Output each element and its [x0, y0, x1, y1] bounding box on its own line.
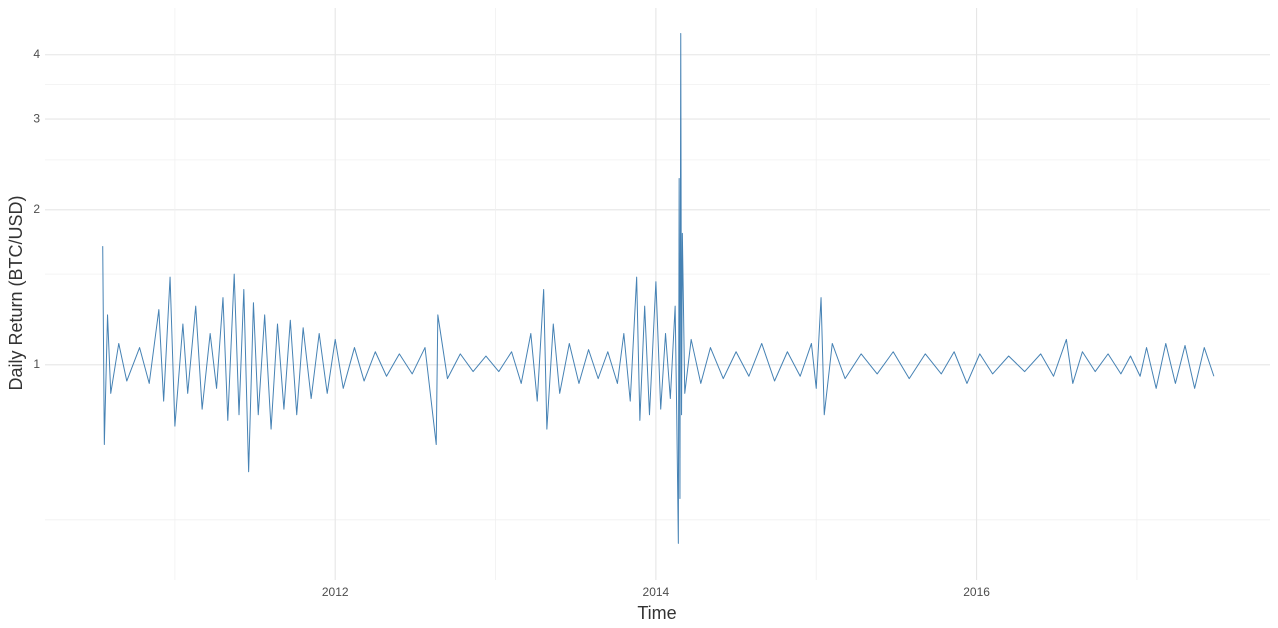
x-tick-label: 2014 [643, 585, 670, 599]
y-axis-title: Daily Return (BTC/USD) [6, 195, 26, 390]
y-tick-label: 2 [33, 202, 40, 216]
x-axis-title: Time [637, 603, 676, 623]
y-tick-label: 3 [33, 111, 40, 125]
y-tick-label: 1 [33, 357, 40, 371]
y-tick-label: 4 [33, 47, 40, 61]
x-tick-label: 2012 [322, 585, 349, 599]
x-tick-label: 2016 [963, 585, 990, 599]
data-line [102, 32, 1215, 544]
